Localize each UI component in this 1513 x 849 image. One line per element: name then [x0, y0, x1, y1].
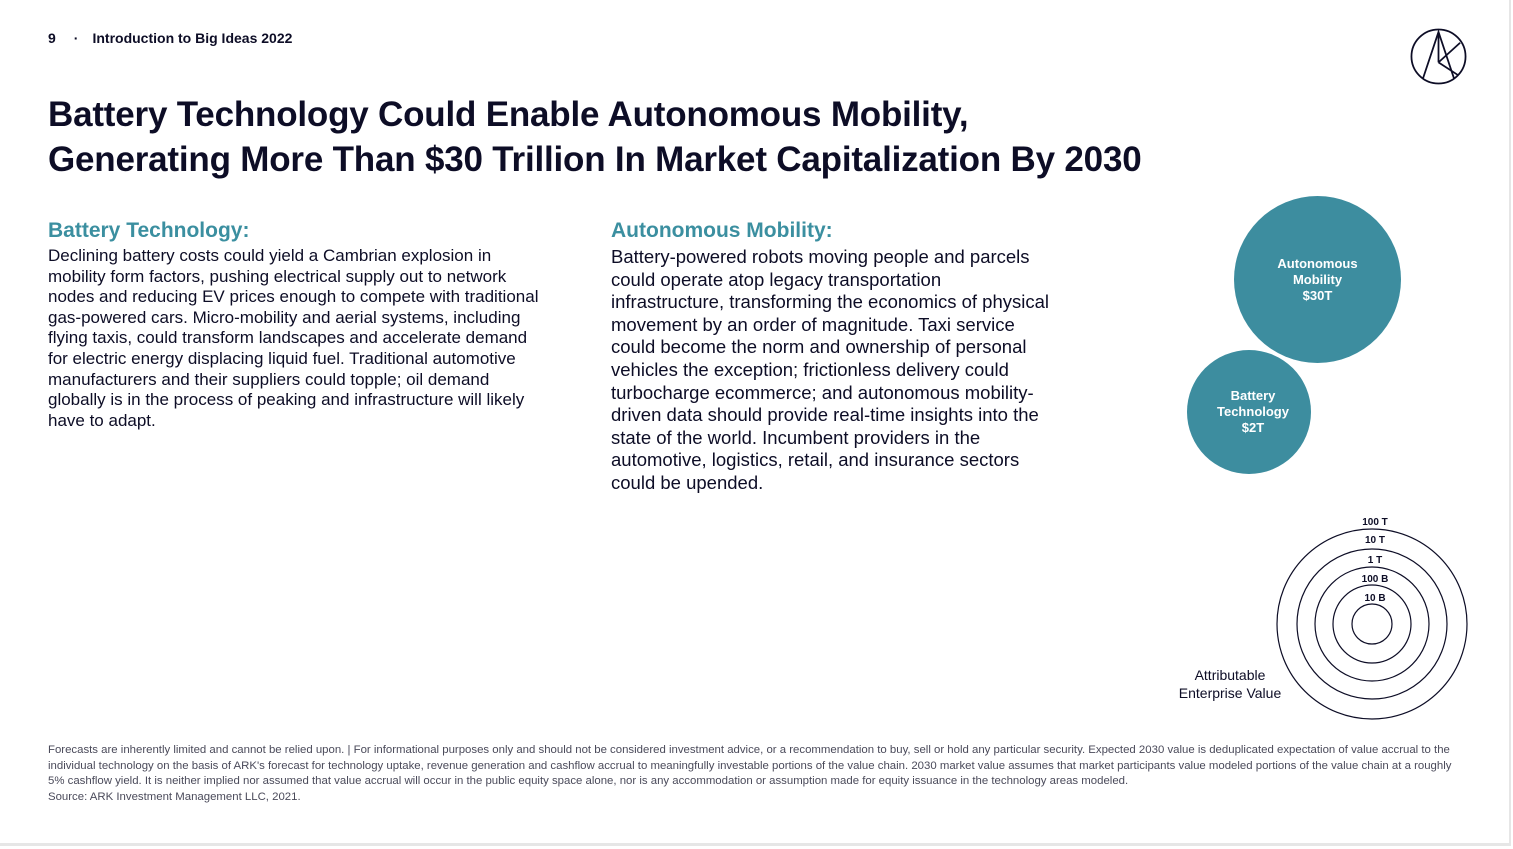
ark-logo-icon: [1410, 28, 1467, 85]
legend-label-100t: 100 T: [1362, 517, 1388, 528]
legend-label-1t: 1 T: [1368, 555, 1382, 566]
legend-caption-line-2: Enterprise Value: [1178, 685, 1282, 701]
source-text: Source: ARK Investment Management LLC, 2…: [48, 790, 301, 803]
legend-label-10t: 10 T: [1365, 535, 1385, 546]
legend-caption-line-1: Attributable: [1194, 667, 1266, 683]
legend-caption: Attributable Enterprise Value: [1168, 666, 1292, 702]
bubble-label: Battery: [1230, 388, 1276, 403]
legend-label-10b: 10 B: [1364, 593, 1385, 604]
autonomous-mobility-bubble: Autonomous Mobility $30T: [1234, 196, 1401, 363]
header-separator: ·: [73, 30, 79, 46]
legend-ring-10t: [1296, 548, 1448, 700]
section-title: Introduction to Big Ideas 2022: [92, 30, 293, 46]
legend-ring-10b: [1351, 603, 1393, 645]
slide-header: 9 · Introduction to Big Ideas 2022: [48, 30, 292, 46]
footnote: Forecasts are inherently limited and can…: [48, 743, 1468, 805]
bubble-label: Technology: [1217, 404, 1289, 419]
enterprise-value-legend: 100 T 10 T 1 T 100 B 10 B: [1276, 517, 1468, 720]
disclaimer-text: Forecasts are inherently limited and can…: [48, 744, 1452, 787]
title-line-1: Battery Technology Could Enable Autonomo…: [48, 95, 969, 134]
autonomous-mobility-heading: Autonomous Mobility:: [611, 219, 833, 242]
bubble-value: $2T: [1241, 420, 1265, 435]
battery-technology-heading: Battery Technology:: [48, 219, 250, 242]
battery-technology-body: Declining battery costs could yield a Ca…: [48, 246, 539, 430]
page-number: 9: [48, 30, 56, 46]
legend-label-100b: 100 B: [1362, 574, 1389, 585]
bubble-label: Autonomous: [1277, 255, 1358, 271]
legend-ring-1t: [1314, 566, 1430, 682]
autonomous-mobility-body: Battery-powered robots moving people and…: [611, 246, 1050, 493]
legend-ring-100b: [1332, 584, 1412, 664]
bubble-value: $30T: [1302, 287, 1333, 303]
legend-ring-100t: [1276, 528, 1468, 720]
page-title: Battery Technology Could Enable Autonomo…: [48, 92, 1142, 182]
title-line-2: Generating More Than $30 Trillion In Mar…: [48, 140, 1142, 179]
battery-technology-bubble: Battery Technology $2T: [1187, 350, 1311, 474]
bubble-label: Mobility: [1292, 271, 1343, 287]
